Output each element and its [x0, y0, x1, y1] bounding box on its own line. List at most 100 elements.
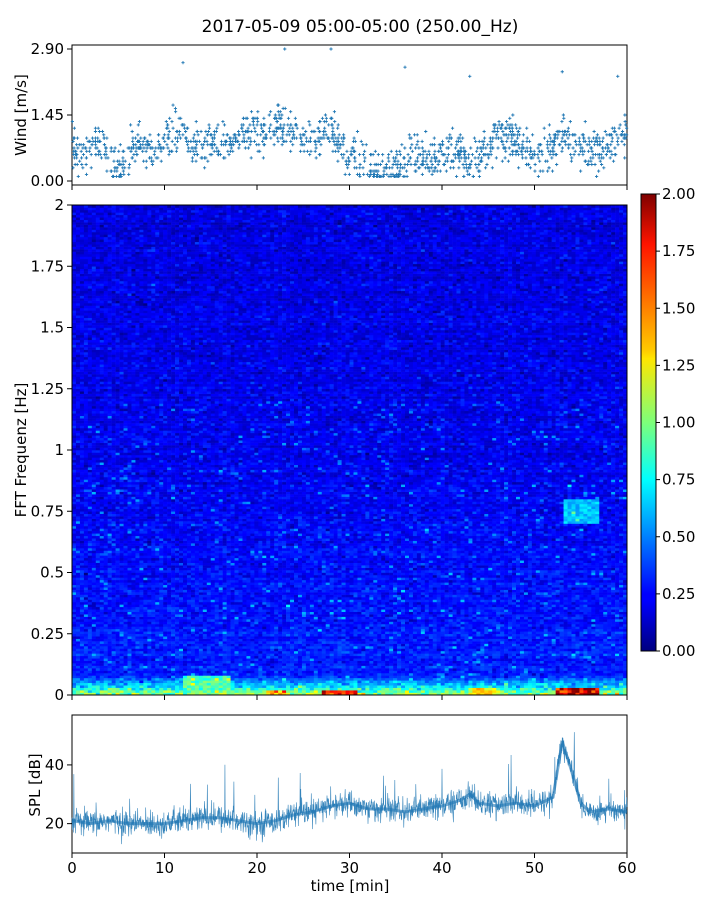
spectrogram-cell [115, 641, 120, 644]
spectrogram-cell [408, 641, 414, 644]
wind-point [298, 149, 303, 153]
spectrogram-cell [567, 690, 572, 693]
spectrogram-cell [250, 643, 255, 647]
spectrogram-cell [155, 643, 160, 647]
spectrogram-cell [377, 653, 382, 657]
spectrogram-cell [611, 690, 616, 693]
wind-point [316, 126, 321, 130]
spectrogram-cell [214, 685, 219, 688]
spectrogram-cell [603, 675, 608, 679]
wind-point [536, 156, 540, 160]
spectrogram-cell [179, 677, 184, 681]
spectrogram-cell [428, 648, 434, 652]
spectrogram-cell [234, 670, 239, 674]
spectrogram-cell [436, 685, 441, 688]
spectrogram-cell [341, 638, 346, 642]
spectrogram-cell [571, 687, 576, 691]
spectrogram-cell [190, 643, 196, 647]
spectrogram-cell [75, 675, 81, 679]
spectrogram-cell [369, 677, 374, 681]
spectrogram-cell [274, 650, 279, 654]
spectrogram-cell [131, 653, 136, 657]
spectrogram-cell [468, 668, 473, 671]
spectrogram-cell [210, 648, 216, 652]
spectrogram-cell [131, 650, 136, 654]
spectrogram-cell [115, 655, 120, 659]
spectrogram-cell [440, 655, 445, 659]
spectrogram-cell [190, 648, 196, 652]
spectrogram-cell [555, 668, 560, 671]
spectrogram-cell [309, 655, 315, 659]
spectrogram-cell [563, 663, 568, 666]
spectrogram-cell [523, 633, 529, 637]
spectrogram-cell [337, 663, 342, 666]
spectrogram-cell [266, 660, 271, 664]
spectrogram-cell [179, 660, 184, 664]
spectrogram-cell [535, 648, 541, 652]
spectrogram-cell [591, 690, 596, 693]
spectrogram-cell [151, 641, 156, 644]
spectrogram-cell [294, 668, 299, 671]
spectrogram-cell [194, 687, 200, 691]
spectrogram-cell [519, 682, 525, 686]
spectrogram-cell [107, 687, 112, 691]
spectrogram-cell [523, 672, 529, 676]
spectrogram-cell [603, 680, 608, 684]
spectrogram-cell [278, 631, 283, 635]
spectrogram-cell [523, 677, 529, 681]
spectrogram-cell [543, 658, 549, 661]
spectrogram-cell [266, 655, 271, 659]
spectrogram-cell [432, 660, 438, 664]
spectrogram-cell [591, 633, 596, 637]
spectrogram-cell [190, 670, 196, 674]
spectrogram-cell [615, 648, 620, 652]
spectrogram-cell [107, 670, 112, 674]
spectrogram-cell [460, 670, 465, 674]
spectrogram-cell [341, 663, 346, 666]
spectrogram-cell [119, 660, 124, 664]
wind-point [248, 143, 252, 147]
spectrogram-cell [313, 672, 319, 676]
spectrogram-cell [175, 680, 180, 684]
spectrogram-cell [516, 685, 521, 688]
spectrogram-cell [321, 646, 327, 649]
spectrogram-cell [87, 648, 93, 652]
spectrogram-cell [611, 658, 616, 661]
spectrogram-cell [603, 690, 608, 693]
spectrogram-cell [103, 682, 108, 686]
wind-point [560, 149, 564, 153]
spectrogram-cell [250, 650, 255, 654]
spectrogram-cell [175, 682, 180, 686]
spectrogram-cell [484, 660, 489, 664]
spectrogram-cell [175, 660, 180, 664]
spectrogram-cell [591, 665, 596, 669]
spectrogram-cell [341, 646, 346, 649]
spectrogram-cell [555, 670, 560, 674]
spectrogram-cell [286, 638, 291, 642]
spectrogram-cell [218, 660, 223, 664]
spectrogram-cell [460, 680, 465, 684]
spectrogram-cell [365, 658, 370, 661]
spectrogram-cell [583, 633, 588, 637]
spectrogram-cell [321, 650, 327, 654]
spectrogram-cell [353, 633, 358, 637]
spectrogram-cell [198, 672, 204, 676]
spectrogram-cell [527, 638, 533, 642]
wind-point [210, 146, 214, 150]
spectrogram-cell [460, 677, 465, 681]
spectrogram-cell [424, 668, 430, 671]
spectrogram-cell [317, 668, 323, 671]
spectrogram-cell [83, 677, 89, 681]
spectrogram-cell [591, 670, 596, 674]
spectrogram-cell [535, 660, 541, 664]
spectrogram-cell [194, 650, 200, 654]
spectrogram-cell [603, 660, 608, 664]
spectrogram-cell [405, 633, 410, 637]
spectrogram-cell [615, 685, 620, 688]
wind-point [114, 174, 119, 179]
spectrogram-cell [377, 633, 382, 637]
spectrogram-cell [381, 643, 386, 647]
spectrogram-cell [595, 685, 600, 688]
spectrogram-cell [460, 650, 465, 654]
spectrogram-cell [274, 643, 279, 647]
